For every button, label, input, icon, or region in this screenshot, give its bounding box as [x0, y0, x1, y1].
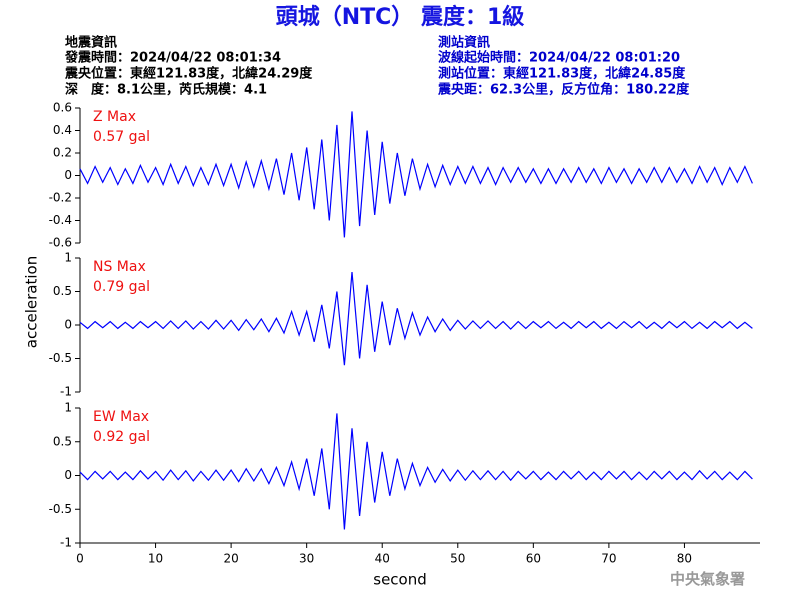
x-tick-label: 70: [601, 552, 616, 566]
annotation: Z Max: [93, 109, 136, 125]
annotation: NS Max: [93, 259, 146, 275]
y-tick-label: 0.5: [53, 284, 72, 298]
title: 頭城（NTC） 震度：1級: [276, 4, 525, 30]
info-right: 測站資訊: [438, 35, 490, 51]
y-tick-label: -0.6: [49, 236, 72, 250]
x-tick-label: 50: [450, 552, 465, 566]
annotation: EW Max: [93, 409, 149, 425]
annotation: 0.79 gal: [93, 279, 150, 295]
x-tick-label: 60: [526, 552, 541, 566]
y-axis-label: acceleration: [23, 256, 41, 348]
y-tick-label: -1: [60, 385, 72, 399]
x-tick-label: 20: [223, 552, 238, 566]
footer: 中央氣象署: [670, 570, 745, 588]
x-axis-label: second: [373, 571, 427, 589]
waveform: [79, 111, 753, 238]
y-tick-label: 0.4: [53, 123, 72, 137]
info-left: 深 度：8.1公里，芮氏規模：4.1: [65, 82, 267, 98]
info-right: 測站位置：東經121.83度，北緯24.85度: [438, 66, 686, 82]
x-tick-label: 40: [375, 552, 390, 566]
y-tick-label: 0: [64, 168, 72, 182]
y-tick-label: -1: [60, 536, 72, 550]
x-tick-label: 80: [677, 552, 692, 566]
waveform: [79, 413, 753, 530]
waveform: [79, 272, 753, 366]
y-tick-label: 0.5: [53, 434, 72, 448]
y-tick-label: 1: [64, 401, 72, 415]
info-left: 地震資訊: [65, 35, 117, 51]
y-tick-label: 1: [64, 251, 72, 265]
info-right: 波線起始時間：2024/04/22 08:01:20: [438, 50, 680, 66]
info-left: 發震時間：2024/04/22 08:01:34: [64, 50, 281, 66]
y-tick-label: 0: [64, 468, 72, 482]
y-tick-label: -0.5: [49, 502, 72, 516]
annotation: 0.92 gal: [93, 429, 150, 445]
y-tick-label: 0.2: [53, 146, 72, 160]
y-tick-label: 0: [64, 318, 72, 332]
y-tick-label: -0.2: [49, 191, 72, 205]
y-tick-label: -0.5: [49, 351, 72, 365]
x-tick-label: 10: [148, 552, 163, 566]
x-tick-label: 0: [76, 552, 84, 566]
y-tick-label: 0.6: [53, 101, 72, 115]
x-tick-label: 30: [299, 552, 314, 566]
info-right: 震央距：62.3公里，反方位角：180.22度: [437, 82, 690, 98]
annotation: 0.57 gal: [93, 129, 150, 145]
y-tick-label: -0.4: [49, 213, 72, 227]
info-left: 震央位置：東經121.83度，北緯24.29度: [64, 66, 313, 82]
